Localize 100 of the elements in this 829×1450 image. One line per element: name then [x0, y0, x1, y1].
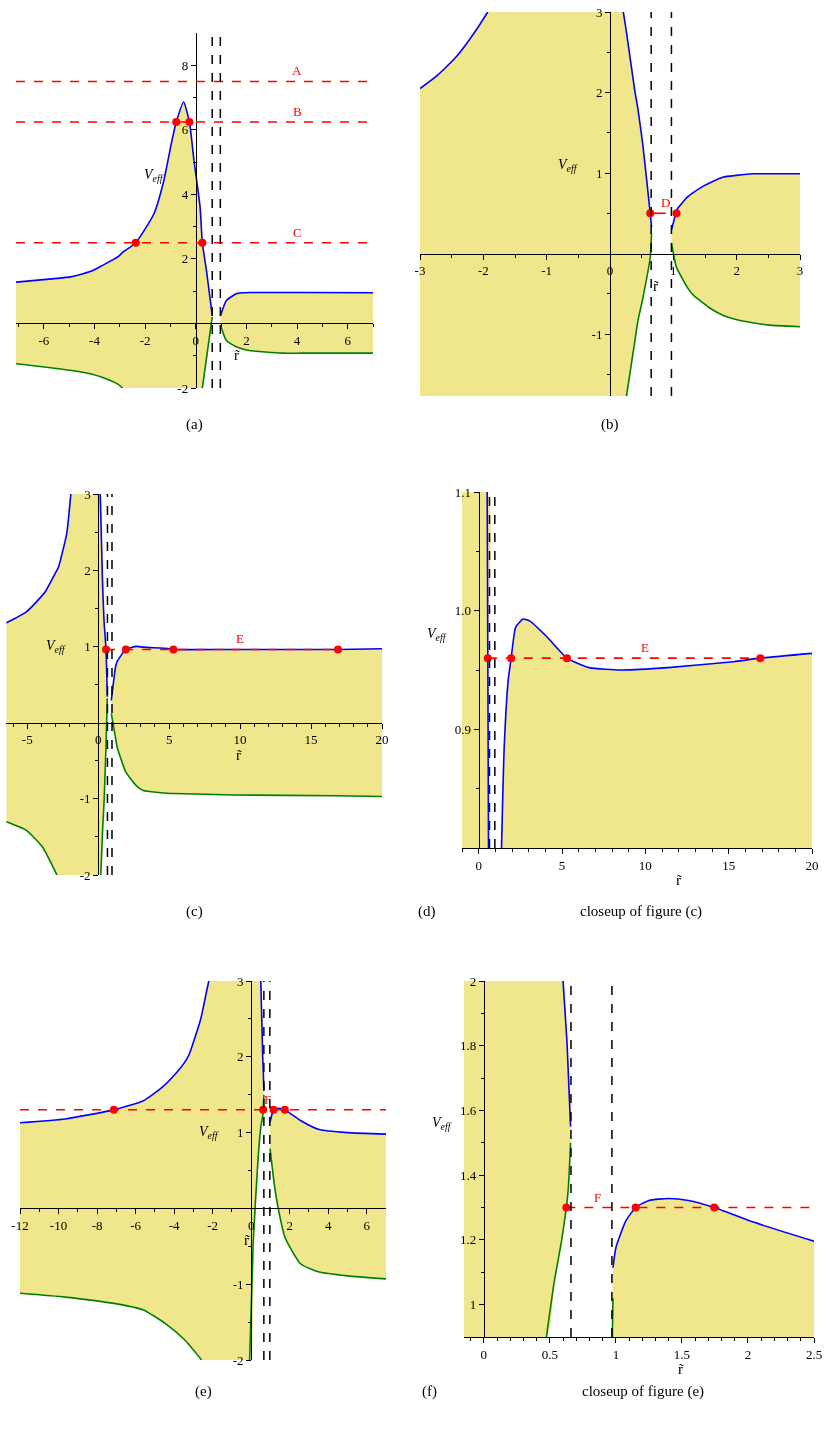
- y-axis-title: V$_{eff}$: [46, 638, 66, 655]
- x-tick-label: -3: [414, 263, 426, 279]
- y-tick-label: 3: [595, 4, 603, 20]
- line-series: [16, 363, 124, 388]
- x-tick-label: 4: [324, 1218, 332, 1233]
- x-axis-title: r̃: [678, 1361, 684, 1377]
- annotation: E: [236, 631, 244, 646]
- line-series: [612, 1197, 814, 1269]
- line-series: [625, 232, 653, 396]
- x-axis-title: r̃: [234, 347, 240, 363]
- text: (b): [601, 416, 619, 433]
- x-tick-label: -12: [11, 1218, 29, 1233]
- y-tick-label: 8: [181, 57, 189, 73]
- y-axis-title: V$_{eff}$: [558, 157, 578, 174]
- line-series: [99, 697, 109, 875]
- x-tick-label: -8: [91, 1218, 103, 1233]
- y-tick-label: 1: [595, 165, 603, 181]
- line-series: [20, 1292, 203, 1360]
- x-tick-label: 4: [293, 333, 301, 349]
- y-tick-label: 2: [595, 85, 603, 101]
- y-tick-label: -2: [79, 867, 91, 883]
- y-tick-label: 1: [84, 638, 91, 654]
- x-axis-title: r̃: [676, 872, 682, 888]
- x-tick-label: 3: [796, 263, 804, 279]
- line-series: [6, 820, 58, 875]
- text: (e): [195, 1383, 212, 1400]
- y-tick-label: 1.0: [454, 603, 472, 619]
- x-tick-label: -10: [49, 1218, 68, 1233]
- y-tick-label: 1.8: [459, 1038, 477, 1054]
- x-tick-label: -5: [21, 732, 33, 748]
- x-tick-label: -4: [168, 1218, 181, 1233]
- x-tick-label: 1.5: [673, 1346, 691, 1362]
- line-series: [219, 291, 373, 317]
- x-tick-label: 2: [286, 1218, 293, 1233]
- text: closeup of figure (c): [580, 903, 703, 920]
- y-tick-label: 1.6: [459, 1103, 477, 1118]
- x-tick-label: -1: [541, 263, 553, 279]
- x-tick-label: 6: [363, 1218, 371, 1233]
- x-tick-label: 2.5: [805, 1346, 823, 1362]
- x-axis-title: r̃: [653, 278, 659, 294]
- line-series: [269, 1147, 386, 1280]
- x-tick-label: 20: [375, 732, 389, 748]
- annotation: F: [264, 1092, 272, 1107]
- y-tick-label: 1: [237, 1125, 244, 1141]
- x-tick-label: 1: [670, 263, 677, 279]
- y-tick-label: 1: [469, 1297, 477, 1313]
- y-tick-label: 6: [181, 122, 189, 138]
- text: (c): [186, 903, 203, 920]
- x-tick-label: 10: [233, 732, 247, 748]
- x-tick-label: 6: [344, 333, 352, 349]
- x-tick-label: 15: [304, 732, 318, 748]
- annotation: F: [594, 1190, 602, 1205]
- x-tick-label: 0.5: [541, 1346, 558, 1362]
- y-tick-label: 2: [469, 973, 477, 989]
- y-tick-label: 0.9: [454, 721, 472, 737]
- y-tick-label: -2: [177, 380, 189, 396]
- x-tick-label: -2: [139, 333, 151, 349]
- text: closeup of figure (e): [582, 1383, 705, 1400]
- x-tick-label: 5: [558, 857, 566, 873]
- y-tick-label: 4: [181, 186, 189, 202]
- line-series: [201, 316, 214, 388]
- y-tick-label: -1: [79, 791, 91, 807]
- annotation: C: [293, 225, 302, 240]
- y-tick-label: 1.4: [459, 1167, 477, 1183]
- x-tick-label: 1: [612, 1346, 620, 1362]
- line-series: [670, 172, 800, 231]
- y-tick-label: 3: [237, 973, 244, 989]
- x-tick-label: 0: [480, 1346, 488, 1362]
- x-tick-label: 0: [475, 857, 482, 873]
- text: (f): [422, 1383, 437, 1400]
- annotation: D: [661, 195, 671, 210]
- y-tick-label: 1.2: [459, 1232, 477, 1248]
- x-tick-label: 5: [165, 732, 173, 748]
- x-axis-title: r̃: [244, 1232, 250, 1248]
- y-axis-title: V$_{eff}$: [432, 1115, 452, 1132]
- x-tick-label: 2: [733, 263, 740, 279]
- x-tick-label: 15: [722, 857, 736, 873]
- x-tick-label: 10: [638, 857, 652, 873]
- y-tick-label: -1: [232, 1276, 244, 1292]
- line-series: [545, 1142, 572, 1337]
- text: (a): [186, 416, 203, 433]
- x-tick-label: -2: [207, 1218, 219, 1233]
- text: (d): [418, 903, 436, 920]
- x-tick-label: 20: [805, 857, 819, 873]
- x-tick-label: 2: [744, 1346, 752, 1362]
- annotation: E: [641, 640, 649, 655]
- y-tick-label: 2: [181, 251, 189, 267]
- line-series: [269, 1107, 386, 1135]
- x-tick-label: -6: [38, 333, 50, 349]
- y-axis-title: V$_{eff}$: [144, 167, 164, 184]
- y-axis-title: V$_{eff}$: [427, 626, 447, 643]
- y-axis-title: V$_{eff}$: [199, 1124, 219, 1141]
- x-tick-label: -6: [130, 1218, 142, 1233]
- y-tick-label: 2: [84, 562, 91, 578]
- y-tick-label: 3: [84, 486, 91, 502]
- y-tick-label: 2: [237, 1049, 244, 1065]
- annotation: A: [292, 63, 302, 78]
- y-tick-label: 1.1: [454, 484, 472, 500]
- annotation: B: [293, 104, 302, 119]
- x-tick-label: -4: [89, 333, 101, 349]
